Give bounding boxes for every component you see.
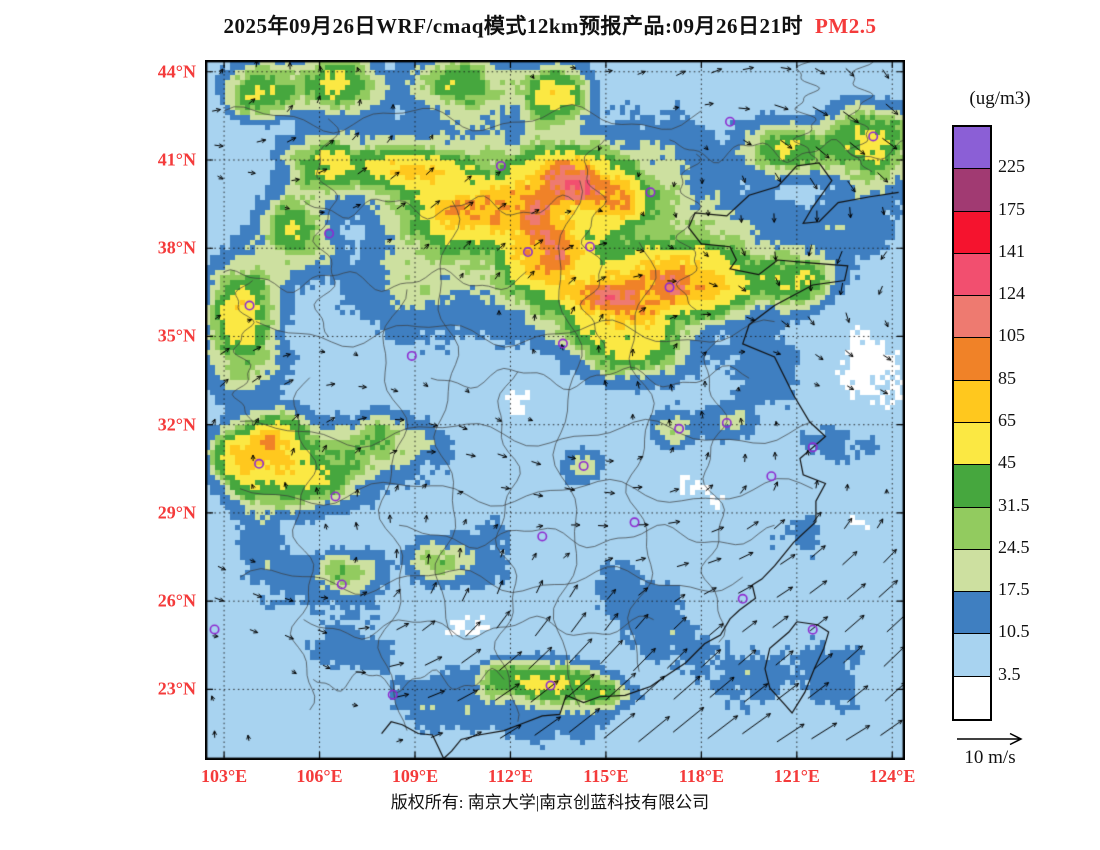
colorbar-block bbox=[954, 380, 990, 423]
y-tick-label: 29°N bbox=[157, 502, 196, 523]
wind-speed-label: 10 m/s bbox=[964, 747, 1016, 768]
colorbar-block bbox=[954, 592, 990, 635]
x-tick-label: 124°E bbox=[869, 766, 916, 786]
colorbar-block bbox=[954, 296, 990, 339]
colorbar bbox=[952, 125, 992, 721]
title-pollutant: PM2.5 bbox=[815, 14, 877, 38]
y-tick-label: 38°N bbox=[157, 237, 196, 258]
colorbar-unit-label: (ug/m3) bbox=[969, 88, 1031, 109]
colorbar-block bbox=[954, 127, 990, 170]
colorbar-tick-label: 141 bbox=[998, 240, 1025, 261]
colorbar-block bbox=[954, 338, 990, 381]
x-tick-label: 118°E bbox=[678, 766, 724, 786]
colorbar-tick-label: 24.5 bbox=[998, 536, 1030, 557]
y-tick-label: 26°N bbox=[157, 590, 196, 611]
colorbar-block bbox=[954, 634, 990, 677]
colorbar-block bbox=[954, 465, 990, 508]
y-tick-label: 23°N bbox=[157, 678, 196, 699]
x-tick-label: 103°E bbox=[200, 766, 248, 786]
y-tick-label: 35°N bbox=[157, 325, 196, 346]
wind-legend: 10 m/s bbox=[922, 730, 1058, 769]
page-title: 2025年09月26日WRF/cmaq模式12km预报产品:09月26日21时 P… bbox=[0, 10, 1100, 40]
colorbar-tick-label: 124 bbox=[998, 283, 1025, 304]
colorbar-tick-label: 17.5 bbox=[998, 579, 1030, 600]
x-tick-label: 112°E bbox=[487, 766, 534, 786]
colorbar-tick-label: 225 bbox=[998, 156, 1025, 177]
colorbar-block bbox=[954, 676, 990, 719]
wind-reference-arrow-icon bbox=[957, 732, 1023, 746]
colorbar-block bbox=[954, 507, 990, 550]
x-tick-label: 115°E bbox=[583, 766, 629, 786]
colorbar-tick-label: 45 bbox=[998, 452, 1016, 473]
colorbar-block bbox=[954, 211, 990, 254]
colorbar-tick-label: 3.5 bbox=[998, 663, 1021, 684]
colorbar-tick-label: 175 bbox=[998, 198, 1025, 219]
colorbar-block bbox=[954, 169, 990, 212]
colorbar-tick-label: 65 bbox=[998, 410, 1016, 430]
x-tick-label: 121°E bbox=[773, 766, 820, 786]
colorbar-tick-label: 85 bbox=[998, 367, 1016, 388]
colorbar-block bbox=[954, 253, 990, 297]
colorbar-block bbox=[954, 422, 990, 466]
colorbar-block bbox=[954, 549, 990, 593]
x-tick-label: 106°E bbox=[296, 766, 343, 786]
pm25-concentration-map bbox=[205, 60, 905, 760]
colorbar-tick-label: 31.5 bbox=[998, 494, 1030, 515]
x-tick-label: 109°E bbox=[391, 766, 439, 786]
title-text: 2025年09月26日WRF/cmaq模式12km预报产品:09月26日21时 bbox=[223, 14, 804, 38]
colorbar-tick-label: 105 bbox=[998, 325, 1025, 346]
copyright-footer: 版权所有: 南京大学|南京创蓝科技有限公司 bbox=[390, 793, 710, 812]
y-tick-label: 44°N bbox=[157, 61, 196, 82]
y-tick-label: 32°N bbox=[157, 414, 196, 435]
colorbar-tick-label: 10.5 bbox=[998, 621, 1030, 642]
y-tick-label: 41°N bbox=[157, 149, 196, 170]
